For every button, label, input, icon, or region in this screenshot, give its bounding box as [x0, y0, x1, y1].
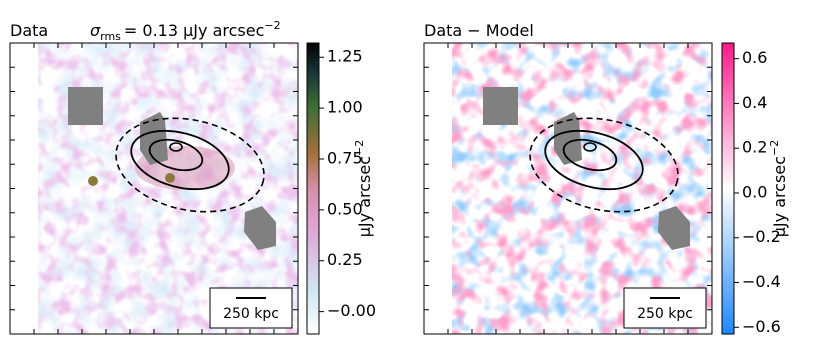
contour — [148, 138, 204, 172]
colorbar-tick-label: 0.2 — [742, 138, 767, 157]
panel-right: 250 kpc Data − Model — [423, 21, 713, 335]
colorbar-tick-label: −0.00 — [327, 301, 376, 320]
colorbar-tick-label: 0.0 — [742, 182, 767, 201]
scalebar-box — [209, 287, 293, 329]
colorbar-label-text: μJy arcsec — [355, 156, 374, 237]
colorbar-tick-label: 0.25 — [327, 250, 363, 269]
colorbar-label-superscript: −2 — [768, 140, 781, 156]
panel-title: Data − Model — [424, 21, 534, 40]
mask — [244, 206, 276, 250]
colorbar — [306, 42, 320, 335]
colorbar-label-superscript: −2 — [353, 140, 366, 156]
colorbar-tick-label: 0.6 — [742, 48, 767, 67]
colorbar-tick-label: 0.4 — [742, 93, 767, 112]
annotation-superscript: −2 — [264, 19, 280, 32]
colorbar-label: μJy arcsec−2 — [353, 140, 374, 237]
panel-title: Data — [10, 21, 48, 40]
frame-ticks — [10, 43, 712, 334]
mask — [483, 87, 518, 125]
contour — [562, 138, 618, 172]
colorbar-tick-label: 1.00 — [327, 98, 363, 117]
annotation-symbol: σ — [90, 21, 101, 40]
contour — [169, 142, 183, 152]
contour — [583, 142, 597, 152]
scalebar-box — [623, 287, 707, 329]
annotation-text: = 0.13 μJy arcsec — [124, 21, 264, 40]
colorbar-label-text: μJy arcsec — [770, 156, 789, 237]
colorbar-tick-label: 0.75 — [327, 148, 363, 167]
colorbar-label: μJy arcsec−2 — [768, 140, 789, 237]
source — [165, 173, 175, 183]
colorbar — [721, 42, 735, 335]
source — [88, 176, 98, 186]
mask — [140, 112, 168, 165]
colorbar-tick-label: 0.50 — [327, 199, 363, 218]
panel-left: 250 kpc Data σrms = 0.13 μJy arcsec−2 — [9, 19, 299, 335]
colorbar-tick-label: −0.4 — [742, 272, 781, 291]
contour — [130, 129, 230, 191]
mask — [68, 87, 103, 125]
mask — [658, 206, 690, 250]
annotation-subscript: rms — [100, 30, 121, 43]
colorbar-tick-label: −0.2 — [742, 227, 781, 246]
scalebar-label: 250 kpc — [223, 306, 279, 322]
annotation: σrms = 0.13 μJy arcsec−2 — [90, 19, 281, 43]
contour — [544, 129, 644, 191]
contour — [115, 117, 265, 213]
mask — [554, 112, 582, 165]
colorbar-tick-label: 1.25 — [327, 47, 363, 66]
colorbar-tick-label: −0.6 — [742, 317, 781, 336]
contour — [529, 117, 679, 213]
scalebar-label: 250 kpc — [637, 306, 693, 322]
